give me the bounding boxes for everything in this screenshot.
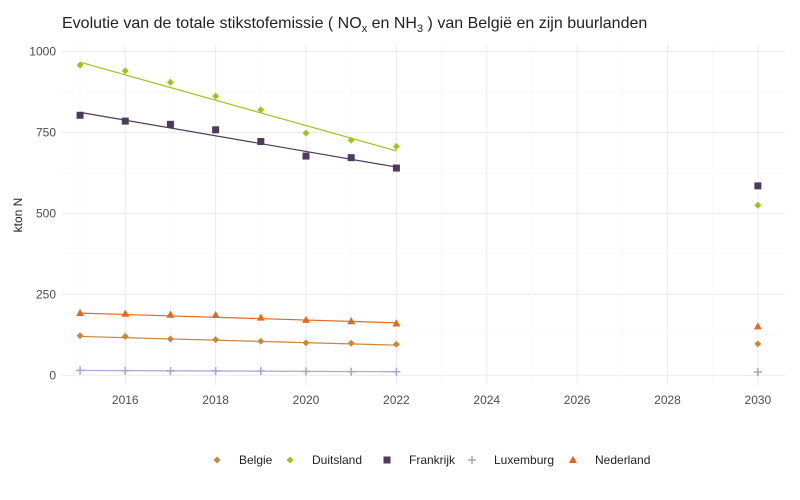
- point-frankrijk: [392, 164, 400, 172]
- point-nederland: [753, 322, 762, 330]
- point-duitsland: [166, 78, 174, 86]
- trend-line-duitsland: [79, 61, 397, 152]
- point-luxemburg: [392, 367, 401, 376]
- point-belgie: [302, 339, 310, 347]
- legend-label-frankrijk: Frankrijk: [409, 453, 456, 467]
- x-tick-label: 2024: [473, 393, 500, 407]
- x-tick-label: 2030: [745, 393, 772, 407]
- x-tick-label: 2022: [383, 393, 410, 407]
- point-duitsland: [392, 142, 400, 150]
- x-tick-label: 2020: [293, 393, 320, 407]
- x-tick-label: 2028: [654, 393, 681, 407]
- point-nederland: [76, 308, 85, 317]
- point-frankrijk: [302, 152, 310, 160]
- point-luxemburg: [121, 366, 130, 375]
- point-nederland: [256, 313, 265, 321]
- legend: Belgie Duitsland Frankrijk Luxemburg Nederla…: [213, 453, 650, 467]
- legend-label-duitsland: Duitsland: [312, 453, 362, 467]
- trend-line-frankrijk: [79, 111, 397, 168]
- point-frankrijk: [76, 111, 84, 119]
- point-frankrijk: [347, 154, 355, 162]
- point-luxemburg: [211, 367, 220, 376]
- x-axis-ticks: 2016 2018 2020 2022 2024 2026 2028 2030: [112, 393, 772, 407]
- trend-line-nederland: [80, 312, 397, 324]
- point-frankrijk: [754, 182, 762, 190]
- legend-key-duitsland: [286, 456, 294, 464]
- chart-title: Evolutie van de totale stikstofemissie (…: [62, 15, 647, 35]
- point-nederland: [121, 309, 130, 317]
- point-luxemburg: [76, 366, 85, 375]
- legend-label-belgie: Belgie: [239, 453, 273, 467]
- point-luxemburg: [256, 367, 265, 376]
- point-nederland: [347, 317, 356, 325]
- legend-key-belgie: [213, 456, 221, 464]
- point-duitsland: [257, 106, 265, 114]
- point-duitsland: [302, 129, 310, 137]
- point-belgie: [392, 340, 400, 348]
- point-nederland: [302, 315, 311, 323]
- legend-key-nederland: [569, 455, 577, 463]
- point-belgie: [166, 335, 174, 343]
- point-nederland: [392, 319, 401, 327]
- y-tick-label: 750: [36, 125, 56, 139]
- data-points: [76, 61, 762, 377]
- x-tick-label: 2016: [112, 393, 139, 407]
- point-belgie: [257, 337, 265, 345]
- gridlines: [62, 45, 785, 385]
- trend-line-belgie: [80, 335, 397, 346]
- y-axis-label: kton N: [11, 198, 25, 233]
- point-belgie: [212, 336, 220, 344]
- legend-key-frankrijk: [383, 456, 391, 464]
- x-tick-label: 2018: [202, 393, 229, 407]
- point-belgie: [121, 332, 129, 340]
- trend-line-luxemburg: [80, 369, 397, 373]
- point-duitsland: [754, 201, 762, 209]
- point-frankrijk: [166, 120, 174, 128]
- point-belgie: [347, 339, 355, 347]
- y-tick-label: 250: [36, 287, 56, 301]
- point-luxemburg: [347, 367, 356, 376]
- trend-lines: [79, 61, 397, 373]
- legend-label-nederland: Nederland: [595, 453, 650, 467]
- y-axis-ticks: 0 250 500 750 1000: [29, 44, 56, 382]
- y-tick-label: 0: [49, 368, 56, 382]
- point-frankrijk: [121, 117, 129, 125]
- point-frankrijk: [257, 137, 265, 145]
- point-nederland: [211, 310, 220, 319]
- point-luxemburg: [166, 367, 175, 376]
- x-tick-label: 2026: [564, 393, 591, 407]
- point-duitsland: [212, 92, 220, 100]
- point-luxemburg: [302, 367, 311, 376]
- point-duitsland: [347, 136, 355, 144]
- point-belgie: [754, 340, 762, 348]
- legend-label-luxemburg: Luxemburg: [494, 453, 554, 467]
- legend-key-luxemburg: [468, 456, 476, 464]
- y-tick-label: 1000: [29, 44, 56, 58]
- point-belgie: [76, 332, 84, 340]
- point-nederland: [166, 310, 175, 318]
- point-duitsland: [76, 61, 84, 69]
- point-frankrijk: [212, 126, 220, 134]
- y-tick-label: 500: [36, 206, 56, 220]
- point-luxemburg: [753, 368, 762, 377]
- point-duitsland: [121, 67, 129, 75]
